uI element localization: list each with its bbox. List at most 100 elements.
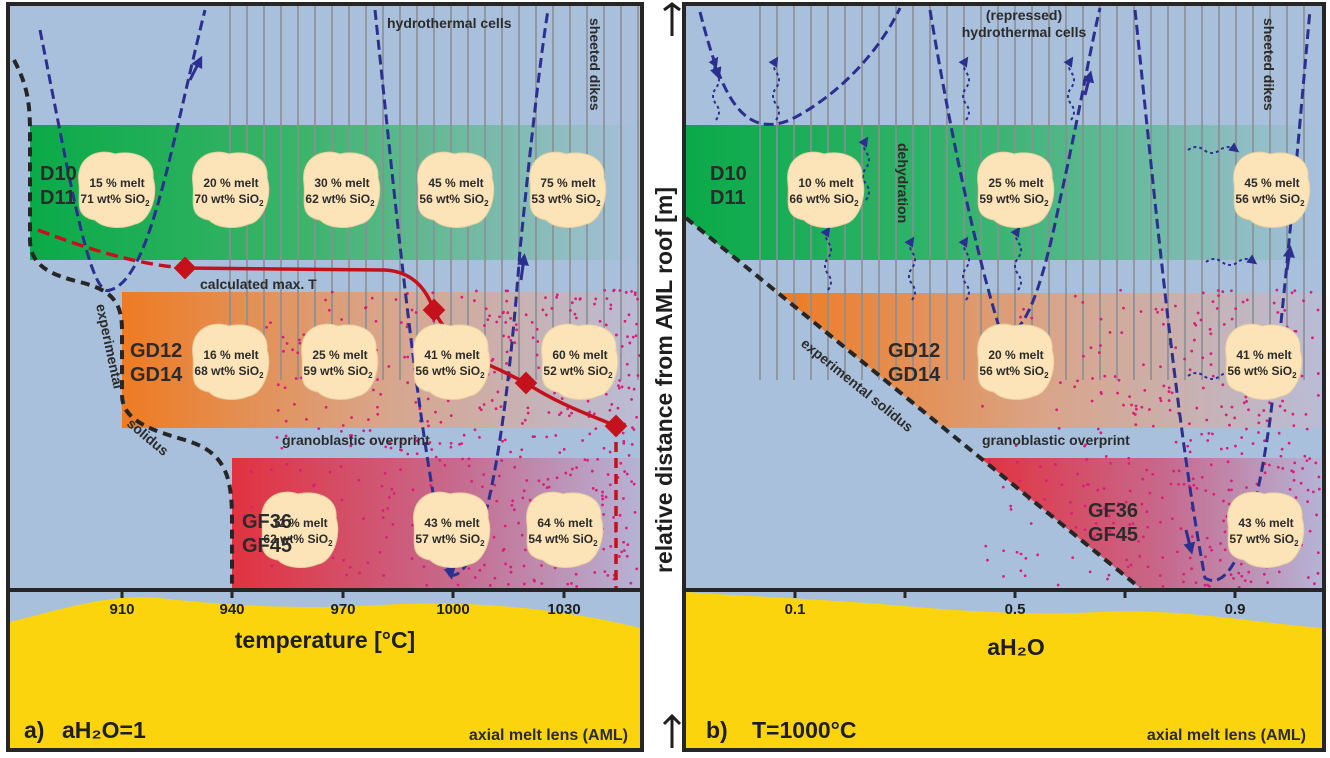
melt-dot [399,448,402,451]
melt-dot [591,470,594,473]
melt-dot [575,317,578,320]
melt-dot [509,451,512,454]
melt-dot [1129,490,1132,493]
melt-dot [531,321,534,324]
melt-dot [506,350,509,353]
melt-dot [541,308,544,311]
melt-dot [569,473,572,476]
melt-dot [612,516,615,519]
melt-dot [603,570,606,573]
melt-dot [1318,488,1321,491]
melt-dot [1043,498,1046,501]
melt-dot [1312,490,1315,493]
melt-dot [1108,574,1111,577]
melt-dot [1264,471,1267,474]
temperature-axis-label: temperature [°C] [235,627,415,653]
melt-dot [513,508,516,511]
melt-dot [592,487,595,490]
melt-dot [1010,508,1013,511]
melt-dot [620,550,623,553]
melt-dot [493,484,496,487]
melt-dot [1202,387,1205,390]
melt-dot [1209,328,1212,331]
melt-dot [595,489,598,492]
melt-sio2: 56 wt% SiO2 [979,364,1049,380]
melt-dot [1116,392,1119,395]
unit-label-gf36: GF36 [242,511,292,533]
melt-dot [636,298,639,301]
melt-dot [513,341,516,344]
melt-dot [1209,332,1212,335]
melt-dot [520,448,523,451]
melt-dot [1195,487,1198,490]
melt-dot [500,405,503,408]
melt-dot [1118,379,1121,382]
melt-dot [276,436,279,439]
melt-dot [581,439,584,442]
melt-dot [1097,428,1100,431]
melt-dot [1292,413,1295,416]
melt-dot [1100,318,1103,321]
axis-tick-label: 1030 [547,601,580,618]
melt-dot [1186,445,1189,448]
melt-dot [1317,572,1320,575]
melt-dot [551,307,554,310]
axis-tick-label: 910 [109,601,134,618]
melt-dot [277,409,280,412]
melt-dot [1024,557,1027,560]
melt-dot [1306,428,1309,431]
melt-dot [1172,470,1175,473]
melt-dot [509,317,512,320]
melt-dot [447,400,450,403]
center-axis: relative distance from AML roof [m] [651,4,680,748]
melt-dot [1201,476,1204,479]
melt-dot [605,496,608,499]
melt-dot [332,557,335,560]
granoblastic-label-b: granoblastic overprint [982,432,1130,448]
melt-dot [1193,339,1196,342]
melt-dot [1099,344,1102,347]
melt-dot [525,479,528,482]
melt-sio2: 68 wt% SiO2 [194,364,264,380]
melt-dot [1212,493,1215,496]
melt-dot [1278,432,1281,435]
melt-dot [1057,584,1060,587]
melt-dot [1159,397,1162,400]
melt-dot [1054,463,1057,466]
melt-dot [1227,489,1230,492]
melt-dot [1317,394,1320,397]
melt-dot [493,536,496,539]
calc-max-t-label: calculated max. T [200,276,317,292]
melt-dot [622,497,625,500]
melt-dot [1230,479,1233,482]
melt-dot [1002,575,1005,578]
melt-dot [1146,526,1149,529]
melt-dot [500,459,503,462]
melt-dot [1151,473,1154,476]
melt-dot [1207,432,1210,435]
melt-dot [1231,406,1234,409]
melt-dot [502,311,505,314]
melt-fraction: 20 % melt [988,348,1043,362]
melt-dot [1162,323,1165,326]
melt-dot [1195,581,1198,584]
melt-dot [1197,312,1200,315]
melt-dot [1277,466,1280,469]
melt-dot [1219,542,1222,545]
melt-dot [412,488,415,491]
unit-label-d11: D11 [40,187,76,209]
melt-dot [626,363,629,366]
melt-dot [439,421,442,424]
melt-dot [1135,405,1138,408]
melt-dot [1174,346,1177,349]
melt-dot [609,307,612,310]
melt-dot [492,358,495,361]
melt-dot [547,478,550,481]
distance-arrow-tail [664,716,680,748]
melt-dot [511,499,514,502]
melt-dot [498,475,501,478]
melt-dot [1146,510,1149,513]
melt-dot [1200,433,1203,436]
melt-dot [1002,549,1005,552]
melt-dot [1311,336,1314,339]
